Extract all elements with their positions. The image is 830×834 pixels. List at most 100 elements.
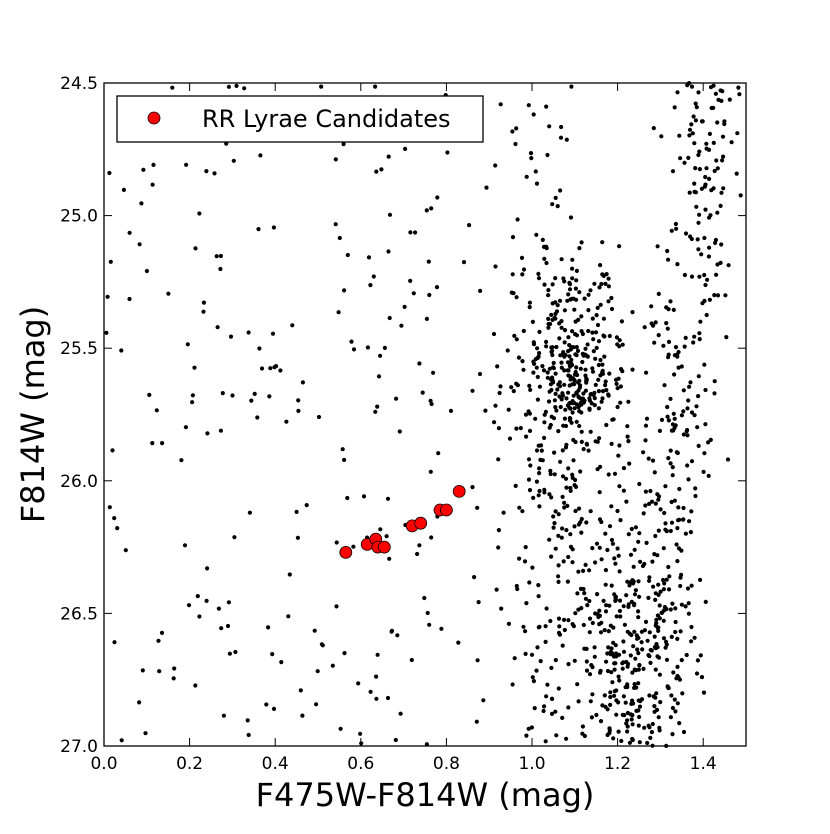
star-point (735, 131, 740, 136)
star-point (702, 451, 707, 456)
star-point (632, 592, 638, 597)
star-point (579, 516, 584, 522)
star-point (557, 624, 562, 629)
star-point (569, 420, 574, 425)
star-point (666, 564, 671, 570)
star-point (598, 630, 604, 635)
star-point (387, 212, 393, 217)
star-point (534, 479, 540, 484)
star-point (722, 119, 727, 124)
star-point (723, 293, 728, 298)
star-point (582, 733, 588, 739)
star-point (565, 403, 571, 408)
star-point (696, 90, 701, 95)
star-point (107, 170, 112, 176)
star-point (578, 469, 583, 474)
star-point (542, 490, 547, 495)
star-point (156, 638, 161, 643)
star-point (671, 670, 676, 675)
star-point (147, 392, 152, 397)
star-point (608, 652, 613, 657)
star-point (703, 182, 708, 187)
star-point (568, 215, 574, 220)
star-point (666, 418, 672, 423)
star-point (656, 715, 661, 720)
star-point (568, 485, 573, 491)
star-point (678, 583, 683, 589)
star-point (543, 639, 548, 645)
star-point (530, 675, 535, 680)
star-point (568, 532, 573, 537)
star-point (653, 533, 658, 539)
star-point (661, 587, 667, 592)
rr-lyrae-point (414, 516, 428, 530)
star-point (104, 330, 109, 335)
star-point (551, 514, 556, 519)
star-point (351, 544, 356, 549)
star-point (501, 510, 506, 515)
star-point (528, 463, 533, 468)
star-point (630, 713, 635, 718)
star-point (546, 325, 551, 330)
star-point (547, 124, 552, 129)
star-point (665, 326, 670, 331)
star-point (652, 470, 657, 475)
star-point (246, 732, 251, 738)
star-point (544, 260, 549, 266)
star-point (704, 141, 709, 146)
star-point (570, 382, 575, 387)
star-point (626, 604, 631, 610)
star-point (595, 305, 600, 310)
star-point (618, 400, 623, 405)
star-point (218, 253, 223, 259)
star-point (498, 102, 503, 107)
star-point (689, 236, 694, 242)
star-point (574, 419, 579, 424)
star-point (688, 530, 694, 535)
star-point (590, 546, 595, 551)
star-point (653, 695, 658, 700)
star-point (609, 646, 614, 651)
star-point (664, 657, 670, 662)
star-point (144, 268, 149, 274)
star-point (696, 394, 701, 399)
star-point (641, 511, 646, 516)
star-point (604, 603, 609, 608)
star-point (523, 412, 529, 417)
star-point (476, 600, 481, 605)
star-point (552, 521, 557, 526)
star-point (604, 388, 609, 393)
star-point (668, 607, 673, 612)
star-point (505, 348, 510, 353)
star-point (698, 577, 703, 583)
star-point (677, 486, 682, 492)
star-point (692, 141, 697, 146)
star-point (715, 293, 721, 298)
star-point (577, 246, 582, 251)
star-point (534, 448, 540, 453)
star-point (270, 331, 276, 336)
star-point (681, 517, 686, 522)
star-point (166, 291, 171, 296)
star-point (494, 587, 499, 592)
star-point (590, 692, 595, 697)
star-point (566, 335, 571, 340)
star-point (676, 675, 681, 680)
star-point (584, 659, 589, 664)
star-point (617, 443, 622, 448)
star-point (620, 661, 625, 666)
star-point (694, 671, 700, 676)
star-point (587, 672, 593, 677)
star-point (566, 373, 571, 378)
star-point (582, 296, 587, 301)
star-point (536, 276, 542, 281)
star-point (509, 290, 514, 295)
star-point (190, 400, 195, 405)
star-point (672, 697, 677, 702)
star-point (150, 441, 155, 446)
star-point (671, 411, 676, 416)
star-point (566, 390, 571, 395)
star-point (549, 696, 555, 701)
star-point (205, 431, 210, 436)
star-point (184, 162, 189, 167)
